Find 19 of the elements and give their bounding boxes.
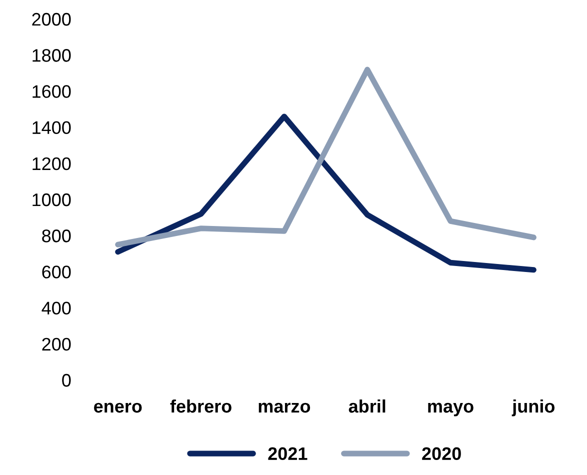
x-tick-label: enero	[94, 402, 142, 413]
y-tick-label: 0	[62, 374, 71, 387]
x-tick-label: mayo	[428, 402, 474, 416]
y-tick-label: 1200	[32, 157, 71, 170]
y-tick-label: 200	[42, 338, 71, 351]
x-tick-label: junio	[512, 399, 555, 416]
y-tick-label: 1000	[32, 193, 71, 206]
legend-label: 2021	[268, 447, 308, 460]
y-tick-label: 800	[42, 230, 71, 242]
y-tick-label: 1800	[32, 49, 71, 62]
y-tick-label: 2000	[32, 12, 71, 26]
y-tick-label: 1400	[32, 121, 71, 134]
y-tick-label: 600	[42, 266, 71, 278]
legend-label: 2020	[422, 447, 461, 460]
x-tick-label: abril	[348, 399, 386, 413]
x-tick-label: marzo	[258, 402, 310, 413]
y-tick-label: 400	[42, 302, 71, 315]
x-tick-label: febrero	[170, 399, 232, 413]
y-tick-label: 1600	[32, 85, 71, 98]
